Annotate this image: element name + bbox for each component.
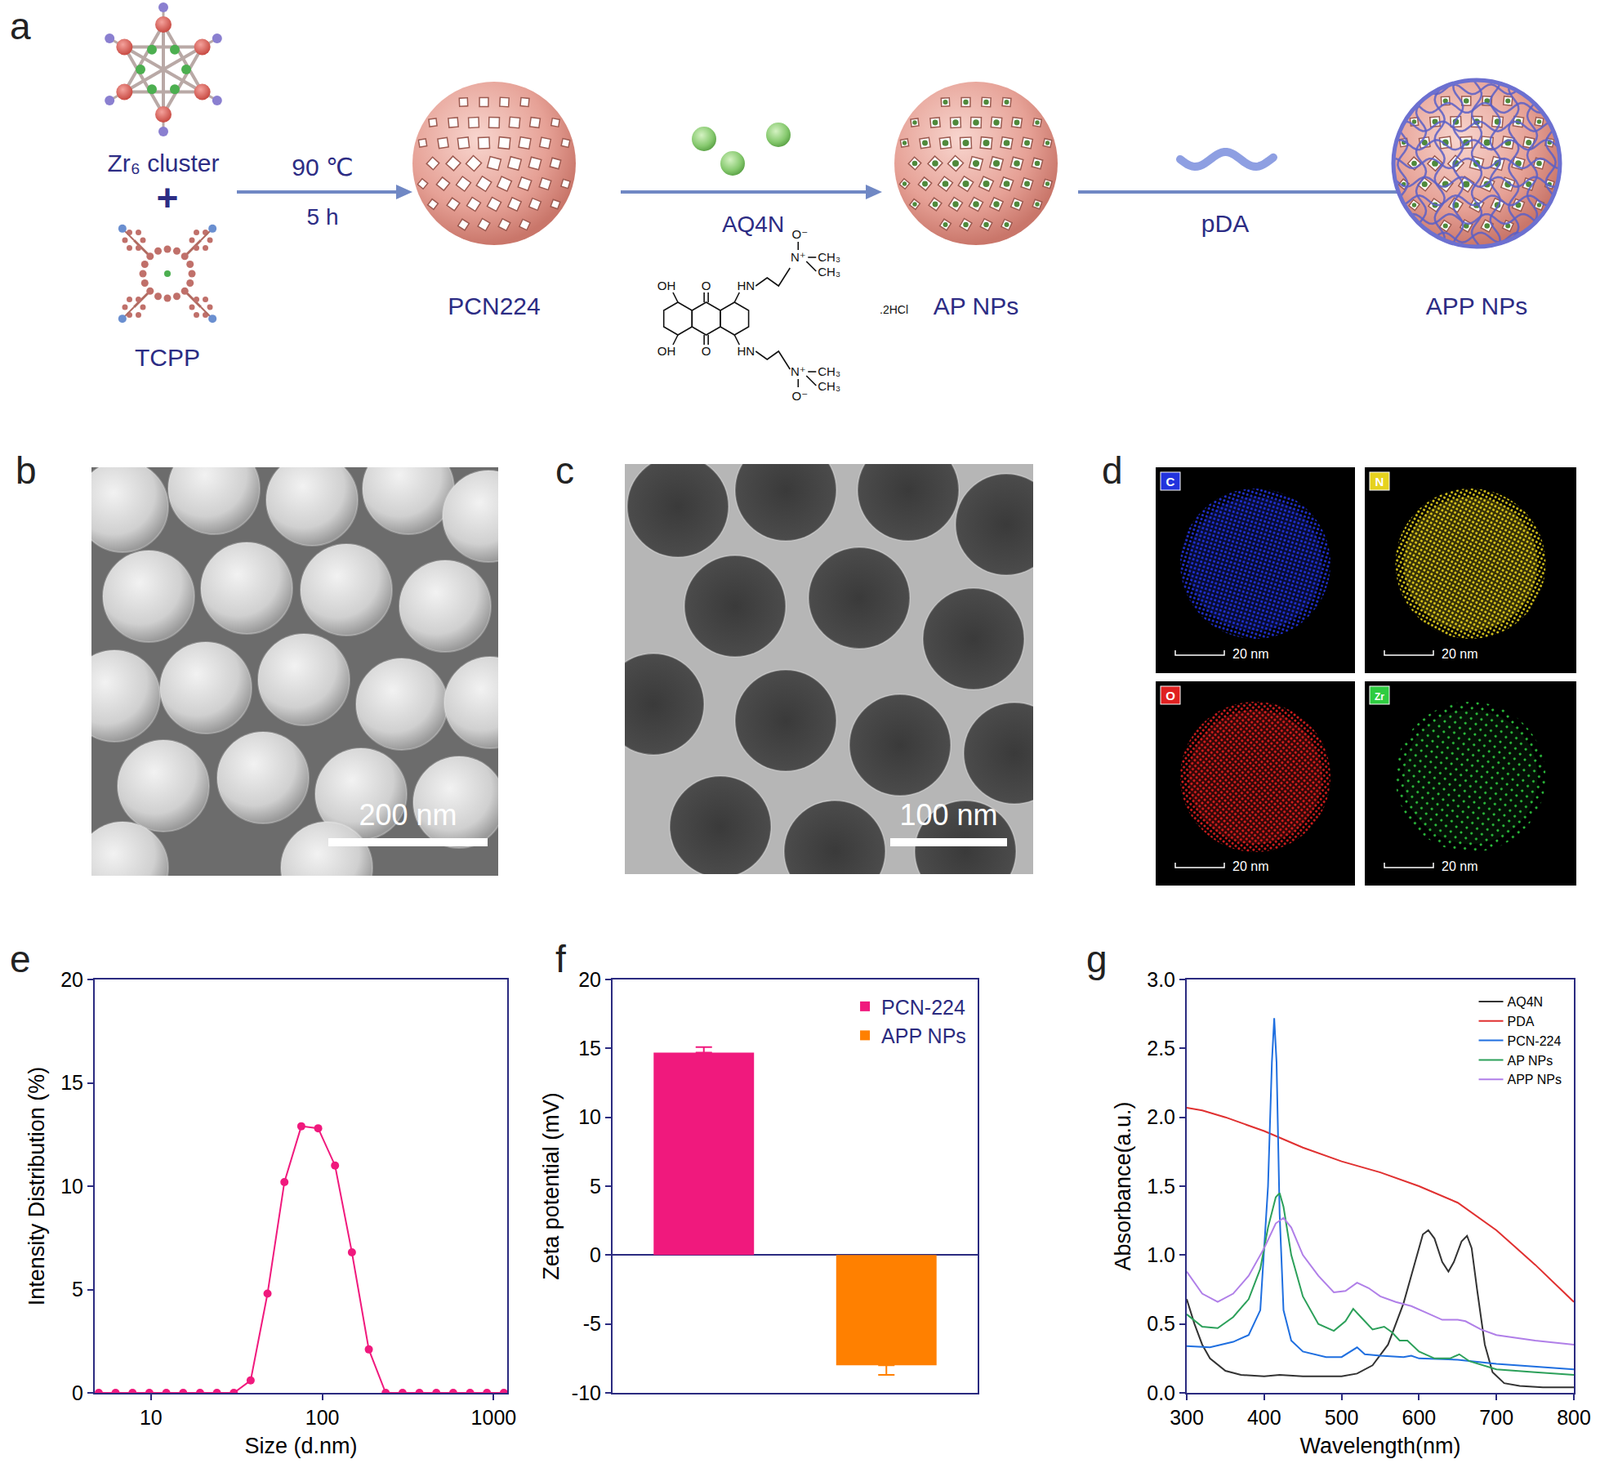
svg-text:N⁺: N⁺	[790, 249, 807, 264]
svg-text:90 ℃: 90 ℃	[291, 153, 353, 181]
svg-text:a: a	[9, 4, 32, 48]
svg-text:N: N	[1375, 474, 1385, 489]
svg-text:PCN-224: PCN-224	[1507, 1033, 1562, 1048]
svg-text:+: +	[156, 176, 179, 219]
svg-text:3.0: 3.0	[1146, 967, 1176, 991]
svg-text:20 nm: 20 nm	[1232, 646, 1269, 661]
svg-text:PCN-224: PCN-224	[881, 995, 966, 1019]
svg-text:HN: HN	[736, 278, 755, 293]
svg-text:100 nm: 100 nm	[899, 797, 998, 832]
svg-text:O: O	[701, 278, 712, 293]
svg-text:Intensity Distribution (%): Intensity Distribution (%)	[24, 1066, 50, 1306]
svg-text:APP NPs: APP NPs	[881, 1024, 967, 1048]
svg-text:100: 100	[305, 1405, 340, 1429]
svg-text:AQ4N: AQ4N	[722, 211, 785, 237]
svg-text:OH: OH	[657, 343, 677, 358]
svg-text:b: b	[15, 449, 37, 492]
svg-text:20 nm: 20 nm	[1441, 646, 1478, 661]
svg-text:N⁺: N⁺	[790, 364, 807, 379]
svg-text:OH: OH	[657, 278, 677, 293]
svg-text:Zr₆ cluster: Zr₆ cluster	[106, 149, 219, 177]
svg-text:pDA: pDA	[1201, 209, 1249, 237]
svg-text:20: 20	[60, 967, 84, 991]
svg-text:200 nm: 200 nm	[358, 797, 457, 832]
svg-text:600: 600	[1402, 1405, 1437, 1429]
svg-text:10: 10	[578, 1105, 602, 1128]
svg-text:AP NPs: AP NPs	[933, 292, 1020, 320]
svg-text:15: 15	[578, 1036, 602, 1060]
svg-text:0: 0	[71, 1381, 84, 1404]
svg-text:Zr: Zr	[1374, 690, 1385, 703]
svg-text:g: g	[1086, 937, 1108, 981]
svg-text:700: 700	[1479, 1405, 1514, 1429]
svg-text:d: d	[1101, 449, 1124, 492]
svg-text:2.0: 2.0	[1146, 1105, 1176, 1128]
svg-text:Absorbance(a.u.): Absorbance(a.u.)	[1110, 1100, 1136, 1271]
svg-text:e: e	[9, 937, 32, 981]
svg-text:5: 5	[71, 1277, 84, 1301]
svg-text:1.5: 1.5	[1146, 1174, 1176, 1198]
svg-text:300: 300	[1169, 1405, 1204, 1429]
svg-text:1.0: 1.0	[1146, 1243, 1176, 1266]
svg-text:CH₃: CH₃	[817, 364, 841, 379]
svg-text:10: 10	[60, 1174, 84, 1198]
svg-text:0: 0	[589, 1243, 602, 1266]
svg-text:10: 10	[139, 1405, 163, 1429]
svg-text:O⁻: O⁻	[791, 388, 808, 403]
svg-text:C: C	[1166, 474, 1176, 489]
svg-text:Wavelength(nm): Wavelength(nm)	[1299, 1433, 1461, 1458]
svg-text:1000: 1000	[471, 1405, 517, 1429]
svg-text:0.5: 0.5	[1146, 1311, 1176, 1335]
svg-text:APP NPs: APP NPs	[1507, 1072, 1562, 1087]
svg-text:400: 400	[1247, 1405, 1282, 1429]
svg-text:20: 20	[578, 967, 602, 991]
svg-text:PCN224: PCN224	[447, 292, 540, 320]
svg-text:5: 5	[589, 1174, 602, 1198]
svg-text:O⁻: O⁻	[791, 227, 808, 241]
svg-text:PDA: PDA	[1507, 1014, 1535, 1029]
svg-text:O: O	[1165, 688, 1176, 703]
svg-text:20 nm: 20 nm	[1441, 859, 1478, 874]
svg-text:AP NPs: AP NPs	[1507, 1053, 1554, 1068]
svg-text:CH₃: CH₃	[817, 249, 841, 264]
svg-text:O: O	[701, 343, 712, 358]
svg-text:20 nm: 20 nm	[1232, 859, 1269, 874]
svg-text:-5: -5	[583, 1311, 602, 1335]
svg-text:15: 15	[60, 1070, 84, 1094]
svg-text:f: f	[555, 937, 567, 981]
svg-text:TCPP: TCPP	[134, 343, 201, 371]
svg-text:500: 500	[1324, 1405, 1360, 1429]
svg-text:HN: HN	[736, 343, 755, 358]
svg-text:CH₃: CH₃	[817, 378, 841, 393]
svg-text:Zeta potential (mV): Zeta potential (mV)	[539, 1091, 564, 1280]
svg-text:c: c	[555, 449, 575, 492]
svg-text:CH₃: CH₃	[817, 264, 841, 279]
svg-text:800: 800	[1556, 1405, 1592, 1429]
svg-text:0.0: 0.0	[1146, 1381, 1176, 1404]
svg-text:APP NPs: APP NPs	[1426, 292, 1529, 320]
svg-text:Size (d.nm): Size (d.nm)	[244, 1433, 357, 1458]
svg-text:2.5: 2.5	[1146, 1036, 1176, 1060]
svg-text:5 h: 5 h	[307, 204, 339, 230]
svg-text:.2HCl: .2HCl	[879, 303, 909, 317]
svg-text:-10: -10	[571, 1381, 602, 1404]
svg-text:AQ4N: AQ4N	[1507, 994, 1544, 1009]
